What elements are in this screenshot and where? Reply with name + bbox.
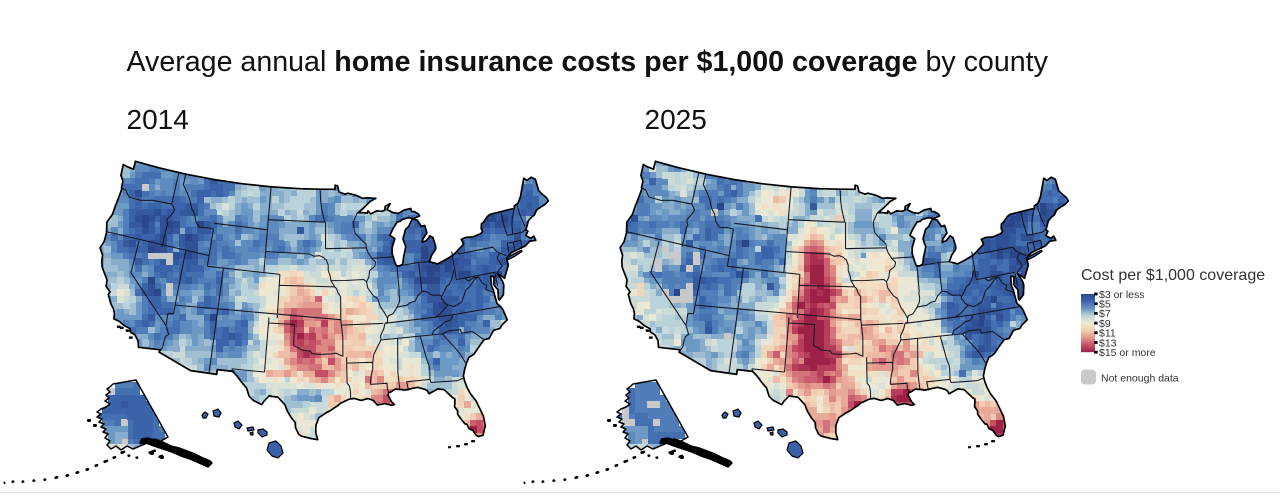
svg-text:Cost per $1,000 coverage: Cost per $1,000 coverage — [1081, 267, 1265, 284]
svg-text:$9: $9 — [1099, 318, 1111, 330]
svg-text:$15 or more: $15 or more — [1099, 347, 1156, 359]
svg-text:$11: $11 — [1099, 328, 1116, 340]
svg-text:$3 or less: $3 or less — [1099, 289, 1145, 301]
svg-text:Not enough data: Not enough data — [1101, 373, 1179, 385]
svg-text:Average annual home insurance: Average annual home insurance costs per … — [127, 46, 1049, 78]
svg-text:$7: $7 — [1099, 308, 1111, 320]
svg-text:$5: $5 — [1099, 299, 1111, 311]
svg-text:2025: 2025 — [645, 104, 707, 135]
svg-text:$13: $13 — [1099, 337, 1117, 349]
svg-text:2014: 2014 — [127, 104, 189, 135]
